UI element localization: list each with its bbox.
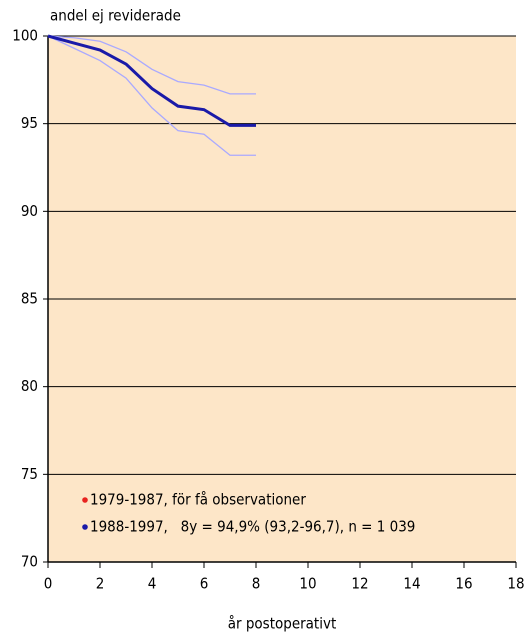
x-tick-label: 18 bbox=[507, 575, 524, 593]
legend-label: 1979-1987, för få observationer bbox=[90, 491, 306, 509]
x-tick-label: 4 bbox=[148, 575, 157, 593]
x-tick-label: 2 bbox=[96, 575, 105, 593]
legend-marker bbox=[82, 497, 88, 503]
line bbox=[47, 34, 256, 127]
upper-bound bbox=[47, 35, 256, 95]
x-tick-label: 8 bbox=[252, 575, 261, 593]
x-tick-label: 6 bbox=[200, 575, 209, 593]
y-tick-label: 90 bbox=[21, 202, 38, 220]
y-tick-label: 100 bbox=[12, 27, 38, 45]
x-tick-label: 10 bbox=[299, 575, 316, 593]
x-tick-label: 14 bbox=[403, 575, 420, 593]
y-tick-label: 80 bbox=[21, 377, 38, 395]
y-axis-label: andel ej reviderade bbox=[50, 7, 181, 25]
x-tick-label: 12 bbox=[351, 575, 368, 593]
y-tick-label: 70 bbox=[21, 553, 38, 571]
x-tick-label: 16 bbox=[455, 575, 472, 593]
y-tick-label: 85 bbox=[21, 290, 38, 308]
x-axis-label: år postoperativt bbox=[228, 615, 337, 633]
legend-marker bbox=[82, 524, 88, 530]
lower-bound bbox=[47, 35, 256, 156]
x-tick-label: 0 bbox=[44, 575, 53, 593]
y-tick-label: 95 bbox=[21, 114, 38, 132]
y-tick-label: 75 bbox=[21, 465, 38, 483]
legend-label: 1988-1997, 8y = 94,9% (93,2-96,7), n = 1… bbox=[90, 518, 415, 536]
